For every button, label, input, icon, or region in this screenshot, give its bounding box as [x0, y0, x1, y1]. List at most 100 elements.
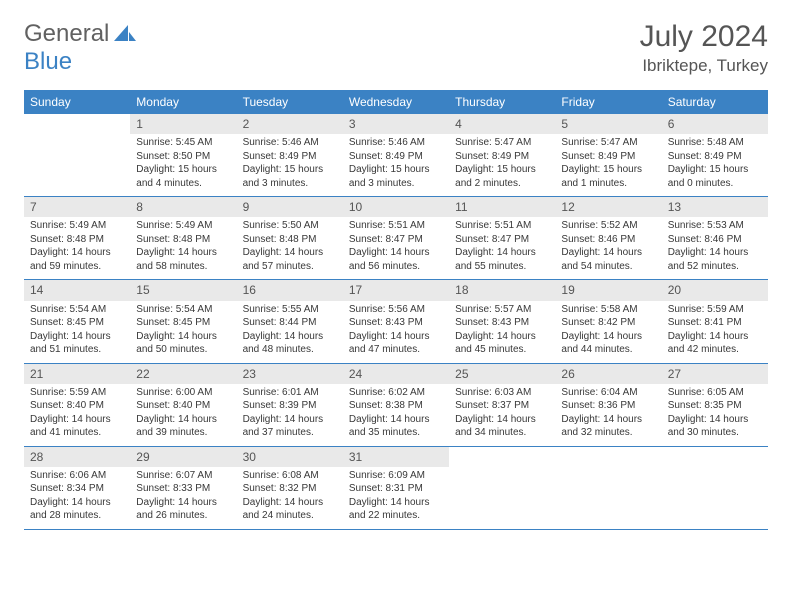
sunset-line: Sunset: 8:32 PM: [243, 482, 337, 496]
day-details: Sunrise: 6:08 AMSunset: 8:32 PMDaylight:…: [237, 467, 343, 529]
day-number: 3: [343, 114, 449, 134]
calendar-cell: 25Sunrise: 6:03 AMSunset: 8:37 PMDayligh…: [449, 364, 555, 446]
daylight-line-2: and 22 minutes.: [349, 509, 443, 523]
daylight-line-1: Daylight: 14 hours: [30, 330, 124, 344]
sunset-line: Sunset: 8:34 PM: [30, 482, 124, 496]
day-header: Thursday: [449, 90, 555, 114]
sunrise-line: Sunrise: 5:49 AM: [30, 219, 124, 233]
day-details: Sunrise: 6:09 AMSunset: 8:31 PMDaylight:…: [343, 467, 449, 529]
daylight-line-1: Daylight: 15 hours: [668, 163, 762, 177]
header: General July 2024 Ibriktepe, Turkey: [24, 20, 768, 76]
day-details: Sunrise: 5:45 AMSunset: 8:50 PMDaylight:…: [130, 134, 236, 196]
calendar-week: 14 Sunrise: 5:54 AMSunset: 8:45 PM Dayligh…: [24, 280, 768, 363]
daylight-line-1: Daylight: 14 hours: [561, 330, 655, 344]
calendar-cell: 1Sunrise: 5:45 AMSunset: 8:50 PMDaylight…: [130, 114, 236, 196]
daylight-line-1: Daylight: 14 hours: [243, 496, 337, 510]
day-number: 13: [662, 197, 768, 217]
sunset-line: Sunset: 8:47 PM: [455, 233, 549, 247]
daylight-line-1: Daylight: 14 hours: [455, 413, 549, 427]
day-number: 8: [130, 197, 236, 217]
day-number: 30: [237, 447, 343, 467]
sunrise-line: Sunrise: 5:45 AM: [136, 136, 230, 150]
daylight-line-1: Daylight: 15 hours: [561, 163, 655, 177]
calendar-cell: [449, 447, 555, 529]
sunrise-line: Sunrise: 5:57 AM: [455, 303, 549, 317]
calendar-cell: 30Sunrise: 6:08 AMSunset: 8:32 PMDayligh…: [237, 447, 343, 529]
calendar-week: 7 Sunrise: 5:49 AM Sunset: 8:48 PM Daylight…: [24, 197, 768, 280]
sunset-line: Sunset: 8:43 PM: [349, 316, 443, 330]
calendar-cell: 12Sunrise: 5:52 AMSunset: 8:46 PMDayligh…: [555, 197, 661, 279]
sunrise-line: Sunrise: 5:53 AM: [668, 219, 762, 233]
sunset-line: Sunset: 8:43 PM: [455, 316, 549, 330]
calendar-cell: 13Sunrise: 5:53 AMSunset: 8:46 PMDayligh…: [662, 197, 768, 279]
day-details: Sunrise: 5:59 AMSunset: 8:40 PMDaylight:…: [24, 384, 130, 446]
daylight-line-2: and 32 minutes.: [561, 426, 655, 440]
daylight-line-1: Daylight: 14 hours: [30, 413, 124, 427]
day-details: Sunrise: 5:47 AMSunset: 8:49 PMDaylight:…: [555, 134, 661, 196]
logo-sail-icon: [112, 23, 138, 45]
day-header: Friday: [555, 90, 661, 114]
daylight-line-1: Daylight: 14 hours: [349, 413, 443, 427]
calendar-cell: 17Sunrise: 5:56 AMSunset: 8:43 PMDayligh…: [343, 280, 449, 362]
day-details: Sunrise: 6:01 AMSunset: 8:39 PMDaylight:…: [237, 384, 343, 446]
calendar-cell: 10Sunrise: 5:51 AMSunset: 8:47 PMDayligh…: [343, 197, 449, 279]
sunrise-line: Sunrise: 6:06 AM: [30, 469, 124, 483]
daylight-line-2: and 55 minutes.: [455, 260, 549, 274]
day-details: Sunrise: 5:53 AMSunset: 8:46 PMDaylight:…: [662, 217, 768, 279]
sunrise-line: Sunrise: 5:48 AM: [668, 136, 762, 150]
calendar-cell: 23Sunrise: 6:01 AMSunset: 8:39 PMDayligh…: [237, 364, 343, 446]
daylight-line-2: and 30 minutes.: [668, 426, 762, 440]
calendar-cell: 27Sunrise: 6:05 AMSunset: 8:35 PMDayligh…: [662, 364, 768, 446]
daylight-line-2: and 56 minutes.: [349, 260, 443, 274]
logo-text-2: Blue: [24, 48, 72, 76]
daylight-line-1: Daylight: 14 hours: [455, 330, 549, 344]
daylight-line-2: and 50 minutes.: [136, 343, 230, 357]
logo-text-1: General: [24, 20, 109, 48]
day-details: Sunrise: 5:46 AMSunset: 8:49 PMDaylight:…: [237, 134, 343, 196]
daylight-line-1: Daylight: 15 hours: [455, 163, 549, 177]
sunrise-line: Sunrise: 5:58 AM: [561, 303, 655, 317]
daylight-line-2: and 3 minutes.: [243, 177, 337, 191]
day-number: 14: [24, 280, 130, 300]
calendar-cell: 24Sunrise: 6:02 AMSunset: 8:38 PMDayligh…: [343, 364, 449, 446]
calendar-cell: 26Sunrise: 6:04 AMSunset: 8:36 PMDayligh…: [555, 364, 661, 446]
day-number: 27: [662, 364, 768, 384]
daylight-line-1: Daylight: 14 hours: [30, 496, 124, 510]
daylight-line-2: and 58 minutes.: [136, 260, 230, 274]
sunrise-line: Sunrise: 5:46 AM: [243, 136, 337, 150]
day-details: Sunrise: 5:50 AMSunset: 8:48 PMDaylight:…: [237, 217, 343, 279]
daylight-line-1: Daylight: 14 hours: [561, 413, 655, 427]
sunset-line: Sunset: 8:40 PM: [136, 399, 230, 413]
daylight-line-1: Daylight: 14 hours: [561, 246, 655, 260]
calendar-week: 21Sunrise: 5:59 AMSunset: 8:40 PMDayligh…: [24, 364, 768, 447]
day-number: 1: [130, 114, 236, 134]
daylight-line-2: and 26 minutes.: [136, 509, 230, 523]
sunset-line: Sunset: 8:33 PM: [136, 482, 230, 496]
sunrise-line: Sunrise: 6:08 AM: [243, 469, 337, 483]
sunrise-line: Sunrise: 5:49 AM: [136, 219, 230, 233]
daylight-line-1: Daylight: 14 hours: [455, 246, 549, 260]
month-title: July 2024: [640, 20, 768, 54]
day-details: Sunrise: 5:58 AMSunset: 8:42 PMDaylight:…: [555, 301, 661, 363]
day-details: Sunrise: 6:07 AMSunset: 8:33 PMDaylight:…: [130, 467, 236, 529]
day-details: Sunrise: 6:04 AMSunset: 8:36 PMDaylight:…: [555, 384, 661, 446]
daylight-line-1: Daylight: 15 hours: [349, 163, 443, 177]
calendar-cell: 2Sunrise: 5:46 AMSunset: 8:49 PMDaylight…: [237, 114, 343, 196]
sunset-line: Sunset: 8:40 PM: [30, 399, 124, 413]
daylight-line-1: Daylight: 14 hours: [349, 246, 443, 260]
daylight-line-2: and 37 minutes.: [243, 426, 337, 440]
calendar-cell: 29Sunrise: 6:07 AMSunset: 8:33 PMDayligh…: [130, 447, 236, 529]
calendar-cell: 6Sunrise: 5:48 AMSunset: 8:49 PMDaylight…: [662, 114, 768, 196]
day-header: Monday: [130, 90, 236, 114]
calendar-cell: 18Sunrise: 5:57 AMSunset: 8:43 PMDayligh…: [449, 280, 555, 362]
day-number: 11: [449, 197, 555, 217]
day-number: 7: [24, 197, 130, 217]
day-number: 12: [555, 197, 661, 217]
daylight-line-1: Daylight: 14 hours: [668, 246, 762, 260]
calendar-cell: 31Sunrise: 6:09 AMSunset: 8:31 PMDayligh…: [343, 447, 449, 529]
day-header: Wednesday: [343, 90, 449, 114]
sunset-line: Sunset: 8:45 PM: [136, 316, 230, 330]
sunset-line: Sunset: 8:48 PM: [243, 233, 337, 247]
daylight-line-1: Daylight: 15 hours: [243, 163, 337, 177]
sunrise-line: Sunrise: 5:54 AM: [136, 303, 230, 317]
